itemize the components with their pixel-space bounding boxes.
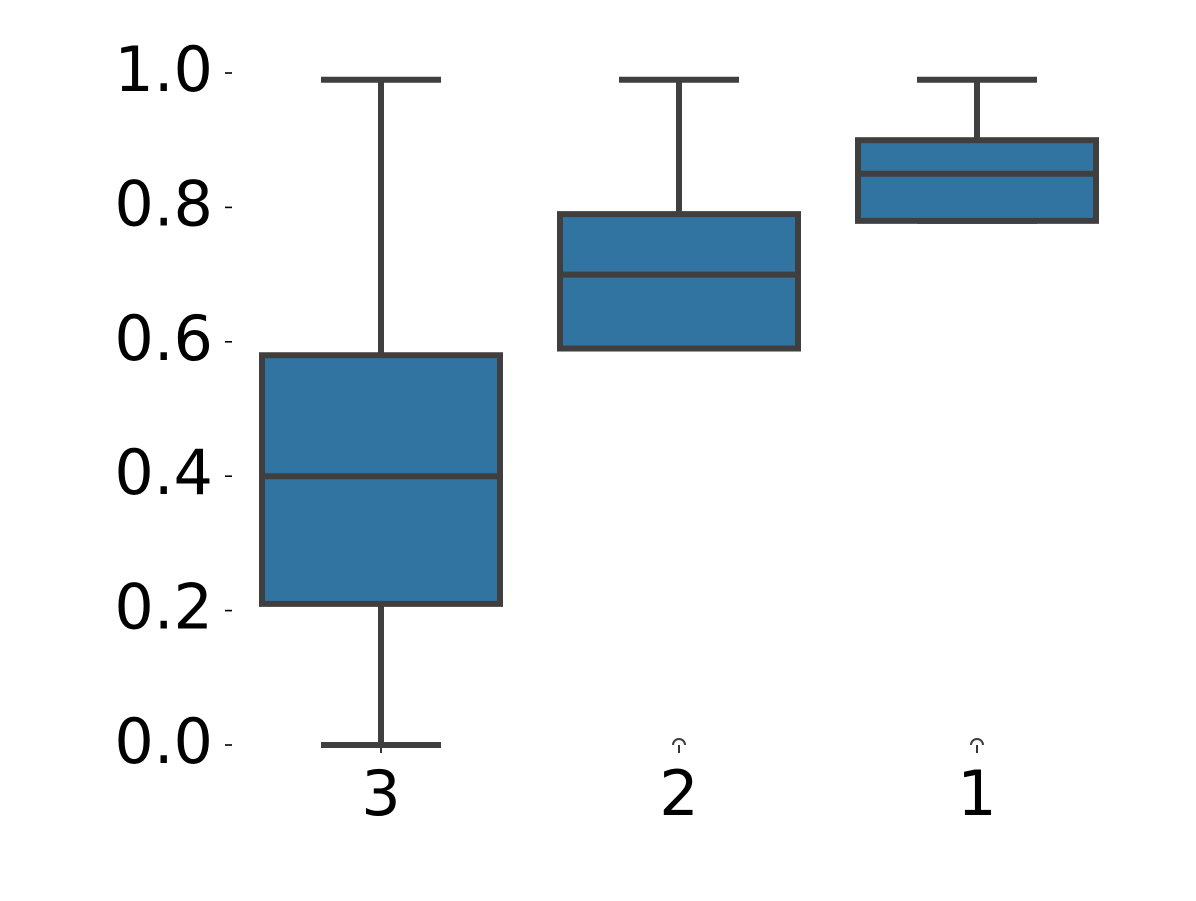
- y-tick-label: 0.4: [114, 436, 213, 509]
- iqr-box: [557, 211, 801, 352]
- box-3: [259, 76, 503, 748]
- box-2: [557, 76, 801, 746]
- box-series: [259, 76, 1099, 748]
- x-tick-label: 1: [957, 757, 996, 830]
- box-1: [855, 76, 1099, 746]
- y-tick-label: 0.8: [114, 167, 213, 240]
- iqr-box: [855, 137, 1099, 224]
- y-tick-label: 1.0: [114, 33, 213, 106]
- y-tick-label: 0.0: [114, 705, 213, 778]
- x-axis: 3 2 1: [361, 745, 997, 830]
- iqr-box: [259, 352, 503, 607]
- outlier-point: [672, 738, 686, 746]
- outlier-point: [970, 738, 984, 746]
- x-tick-label: 2: [659, 757, 698, 830]
- y-tick-label: 0.2: [114, 571, 213, 644]
- y-axis: 0.0 0.2 0.4 0.6 0.8 1.0: [114, 33, 232, 778]
- y-tick-label: 0.6: [114, 302, 213, 375]
- x-tick-label: 3: [361, 757, 400, 830]
